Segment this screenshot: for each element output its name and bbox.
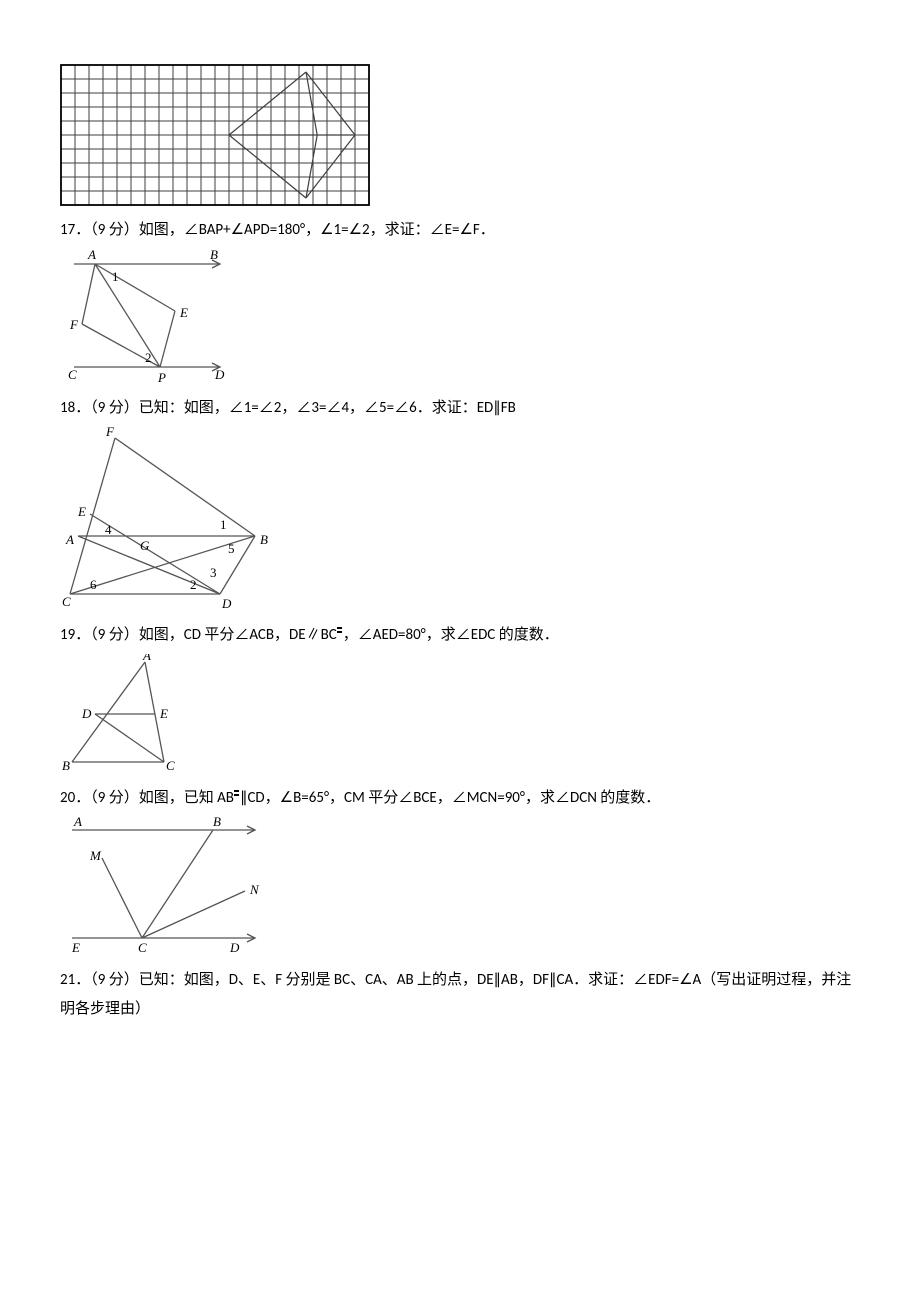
svg-text:D: D [221, 596, 232, 611]
figure-20: A B M N E C D [60, 816, 270, 956]
figure-19: A D E B C [60, 654, 195, 774]
svg-text:P: P [157, 370, 166, 384]
svg-text:4: 4 [105, 522, 112, 537]
svg-text:C: C [166, 758, 175, 773]
figure-17: A B 1 E F 2 C P D [60, 249, 230, 384]
svg-text:E: E [179, 305, 188, 320]
problem-18-text: 18．（9 分）已知：如图，∠1=∠2，∠3=∠4，∠5=∠6．求证：ED∥FB [60, 399, 516, 417]
svg-text:A: A [87, 249, 96, 262]
svg-text:1: 1 [112, 269, 119, 284]
svg-text:1: 1 [220, 517, 227, 532]
svg-text:B: B [213, 816, 221, 829]
svg-text:A: A [142, 654, 151, 663]
svg-text:M: M [89, 848, 102, 863]
problem-19-text-a: 19．（9 分）如图，CD 平分∠ACB，DE∥BC [60, 626, 337, 644]
svg-text:C: C [138, 940, 147, 955]
svg-text:F: F [69, 317, 79, 332]
svg-text:D: D [81, 706, 92, 721]
svg-text:E: E [71, 940, 80, 955]
svg-text:A: A [73, 816, 82, 829]
svg-text:N: N [249, 882, 260, 897]
problem-17: 17．（9 分）如图，∠BAP+∠APD=180°，∠1=∠2，求证：∠E=∠F… [60, 216, 860, 245]
figure-18: F EA 4 G 1 B 532 6 C D [60, 426, 275, 611]
svg-text:G: G [140, 538, 150, 553]
grid-figure [60, 64, 370, 206]
svg-text:B: B [260, 532, 268, 547]
svg-text:5: 5 [228, 541, 235, 556]
svg-text:6: 6 [90, 577, 97, 592]
svg-text:2: 2 [145, 350, 152, 365]
problem-21: 21．（9 分）已知：如图，D、E、F 分别是 BC、CA、AB 上的点，DE∥… [60, 966, 860, 1023]
svg-text:F: F [105, 426, 115, 439]
svg-text:C: C [62, 594, 71, 609]
svg-text:B: B [210, 249, 218, 262]
problem-20-text-a: 20．（9 分）如图，已知 AB [60, 789, 234, 807]
svg-text:D: D [214, 367, 225, 382]
svg-text:3: 3 [210, 565, 217, 580]
problem-18: 18．（9 分）已知：如图，∠1=∠2，∠3=∠4，∠5=∠6．求证：ED∥FB [60, 394, 860, 423]
problem-19: 19．（9 分）如图，CD 平分∠ACB，DE∥BC ，∠AED=80°，求∠ED… [60, 621, 860, 650]
problem-17-text: 17．（9 分）如图，∠BAP+∠APD=180°，∠1=∠2，求证：∠E=∠F… [60, 221, 495, 239]
problem-19-text-b: ，∠AED=80°，求∠EDC 的度数． [343, 626, 559, 644]
problem-20-text-b: ∥CD，∠B=65°，CM 平分∠BCE，∠MCN=90°，求∠DCN 的度数． [240, 789, 660, 807]
svg-text:E: E [77, 504, 86, 519]
svg-text:D: D [229, 940, 240, 955]
svg-text:A: A [65, 532, 74, 547]
svg-text:2: 2 [190, 577, 197, 592]
svg-text:C: C [68, 367, 77, 382]
svg-text:B: B [62, 758, 70, 773]
problem-20: 20．（9 分）如图，已知 AB ∥CD，∠B=65°，CM 平分∠BCE，∠MC… [60, 784, 860, 813]
svg-text:E: E [159, 706, 168, 721]
problem-21-text: 21．（9 分）已知：如图，D、E、F 分别是 BC、CA、AB 上的点，DE∥… [60, 971, 851, 1018]
